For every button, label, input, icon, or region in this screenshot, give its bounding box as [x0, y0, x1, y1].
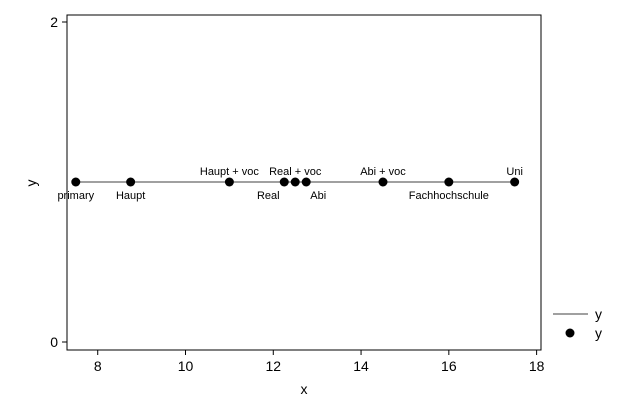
point-label: primary	[57, 190, 94, 202]
data-point	[290, 177, 300, 187]
x-tick-label: 14	[353, 358, 369, 374]
point-label: Real + voc	[269, 166, 322, 178]
x-tick-label: 10	[178, 358, 194, 374]
data-point	[510, 177, 520, 187]
legend-label: y	[595, 325, 602, 341]
x-axis-label: x	[301, 381, 308, 397]
series-group	[71, 177, 520, 187]
data-point	[224, 177, 234, 187]
y-tick-label: 0	[50, 334, 58, 350]
point-label: Uni	[506, 166, 523, 178]
data-point	[71, 177, 81, 187]
x-tick-label: 16	[441, 358, 457, 374]
y-axis-label: y	[23, 180, 39, 187]
point-labels: primary Haupt Haupt + voc Real Real + voc Abi…	[57, 166, 522, 202]
point-label: Haupt + voc	[200, 166, 260, 178]
legend-dot-swatch	[565, 328, 575, 338]
x-tick-label: 8	[94, 358, 102, 374]
point-label: Abi	[310, 190, 326, 202]
point-label: Haupt	[116, 190, 145, 202]
legend-label: y	[595, 306, 602, 322]
data-point	[301, 177, 311, 187]
x-tick-label: 18	[529, 358, 545, 374]
point-label: Abi + voc	[360, 166, 406, 178]
legend: yy	[553, 306, 602, 341]
point-label: Fachhochschule	[409, 190, 489, 202]
data-point	[279, 177, 289, 187]
y-axis: 02	[50, 14, 67, 350]
data-point	[378, 177, 388, 187]
x-axis: 8 10 12 14 16 18	[94, 350, 545, 374]
y-tick-label: 2	[50, 14, 58, 30]
point-label: Real	[257, 190, 280, 202]
data-point	[444, 177, 454, 187]
data-point	[126, 177, 136, 187]
x-tick-label: 12	[265, 358, 281, 374]
